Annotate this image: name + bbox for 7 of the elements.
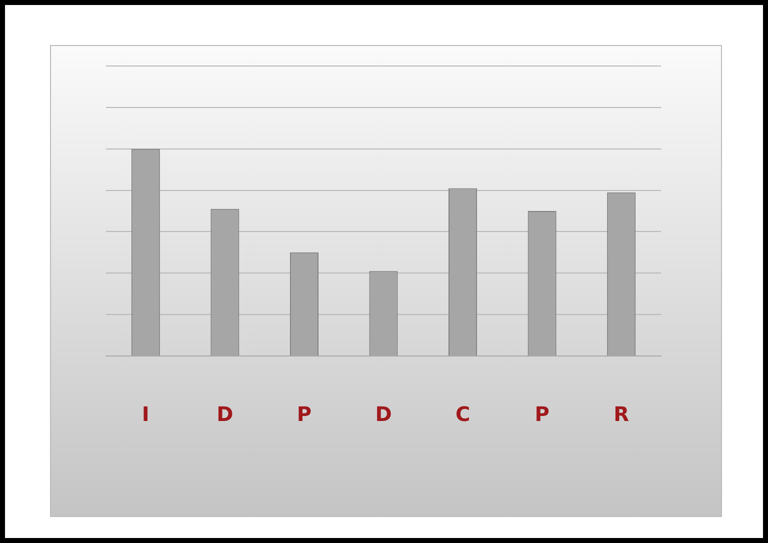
x-tick-label: D <box>216 402 234 426</box>
x-tick-label: D <box>375 402 392 426</box>
x-tick-label: P <box>534 402 550 426</box>
x-tick-label: C <box>455 402 470 426</box>
x-tick-label: I <box>142 402 150 426</box>
x-tick-label: P <box>296 402 312 426</box>
x-tick-label: R <box>614 402 630 426</box>
